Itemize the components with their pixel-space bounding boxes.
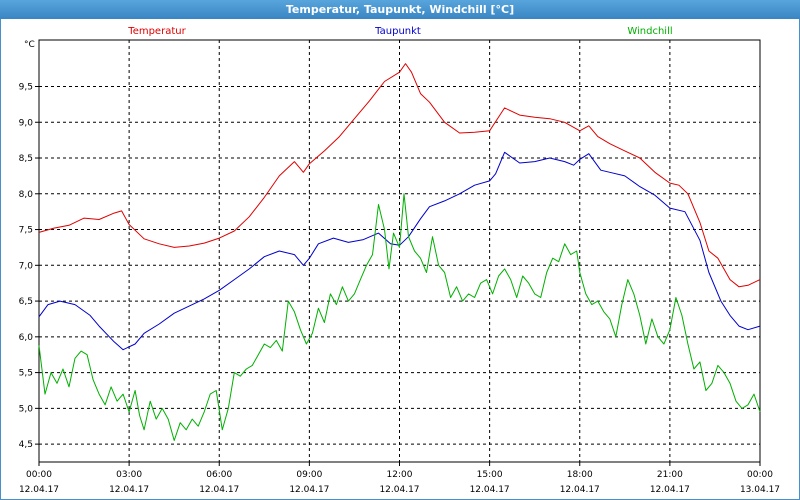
legend: Temperatur Taupunkt Windchill bbox=[127, 26, 672, 37]
x-tick-date: 12.04.17 bbox=[199, 485, 239, 495]
series-line-windchill bbox=[38, 193, 761, 441]
x-tick-time: 15:00 bbox=[477, 470, 503, 480]
legend-item-windchill: Windchill bbox=[627, 26, 672, 37]
y-tick-label: 5,5 bbox=[19, 369, 33, 379]
legend-item-temperatur: Temperatur bbox=[127, 26, 186, 37]
x-axis-ticks: 00:00 12.04.17 03:00 12.04.17 06:00 12.04.17 0… bbox=[19, 462, 780, 495]
x-tick-date: 12.04.17 bbox=[560, 485, 600, 495]
y-tick-label: 4,5 bbox=[19, 440, 33, 450]
x-tick-time: 00:00 bbox=[747, 470, 773, 480]
x-tick-time: 18:00 bbox=[567, 470, 593, 480]
x-tick-date: 13.04.17 bbox=[740, 485, 780, 495]
series-lines bbox=[38, 63, 761, 441]
y-tick-label: 6,0 bbox=[19, 333, 34, 343]
legend-item-taupunkt: Taupunkt bbox=[374, 26, 421, 37]
x-tick-time: 12:00 bbox=[387, 470, 413, 480]
x-tick-time: 00:00 bbox=[26, 470, 52, 480]
y-tick-label: 7,0 bbox=[19, 261, 34, 271]
y-tick-label: 9,5 bbox=[19, 82, 33, 92]
x-tick-date: 12.04.17 bbox=[470, 485, 510, 495]
y-axis-unit: °C bbox=[24, 40, 35, 50]
x-tick-date: 12.04.17 bbox=[109, 485, 149, 495]
y-tick-label: 9,0 bbox=[19, 118, 34, 128]
y-tick-label: 5,0 bbox=[19, 404, 34, 414]
y-tick-label: 8,0 bbox=[19, 190, 34, 200]
x-tick-date: 12.04.17 bbox=[650, 485, 690, 495]
grid-lines bbox=[39, 40, 760, 462]
y-tick-label: 8,5 bbox=[19, 154, 33, 164]
chart-title: Temperatur, Taupunkt, Windchill [°C] bbox=[0, 0, 800, 19]
x-tick-time: 21:00 bbox=[657, 470, 683, 480]
x-tick-date: 12.04.17 bbox=[379, 485, 419, 495]
x-tick-date: 12.04.17 bbox=[289, 485, 329, 495]
x-tick-time: 09:00 bbox=[296, 470, 322, 480]
y-tick-label: 6,5 bbox=[19, 297, 33, 307]
x-tick-time: 06:00 bbox=[206, 470, 232, 480]
x-tick-time: 03:00 bbox=[116, 470, 142, 480]
y-axis-ticks: 4,5 5,0 5,5 6,0 6,5 7,0 7,5 8,0 8,5 9,0 9,5 bbox=[19, 82, 39, 450]
series-line-temperatur bbox=[38, 63, 761, 288]
y-tick-label: 7,5 bbox=[19, 226, 33, 236]
x-tick-date: 12.04.17 bbox=[19, 485, 59, 495]
